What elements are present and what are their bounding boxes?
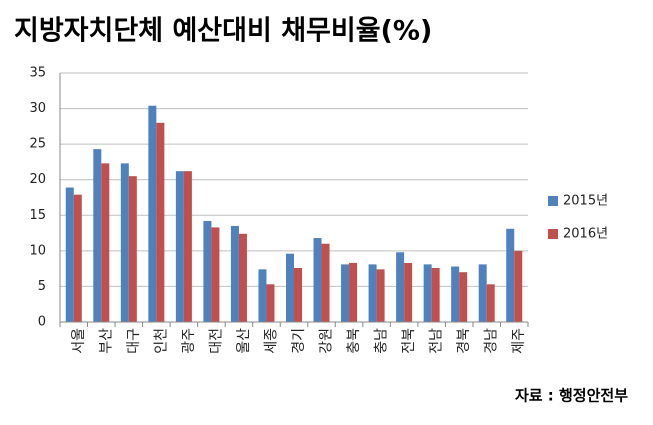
chart-title: 지방자치단체 예산대비 채무비율(%) — [14, 16, 432, 47]
x-tick-label: 대전 — [208, 328, 224, 354]
bar — [211, 227, 220, 322]
y-tick-label: 15 — [29, 208, 46, 223]
y-tick-label: 30 — [29, 101, 46, 116]
x-tick-label: 충북 — [346, 328, 362, 354]
bar — [65, 187, 74, 322]
y-tick-label: 5 — [38, 279, 46, 294]
x-tick-label: 전북 — [401, 328, 417, 354]
x-tick-label: 경기 — [291, 328, 307, 354]
legend-swatch — [548, 229, 558, 239]
bar — [128, 176, 137, 322]
x-tick-label: 경북 — [456, 328, 472, 354]
x-tick-label: 경남 — [484, 328, 500, 354]
bar — [101, 163, 110, 322]
y-tick-label: 35 — [29, 66, 46, 81]
bar — [313, 238, 322, 322]
bar — [368, 264, 377, 322]
bar — [230, 225, 239, 322]
x-tick-label: 세종 — [263, 328, 279, 354]
bar — [203, 220, 212, 322]
bar — [148, 105, 157, 323]
bar — [486, 284, 495, 322]
bar — [396, 252, 405, 322]
bar — [286, 253, 294, 322]
x-tick-label: 광주 — [181, 328, 197, 354]
bar — [376, 269, 385, 322]
x-tick-label: 대구 — [126, 328, 142, 354]
bar — [459, 272, 468, 322]
y-tick-label: 20 — [29, 172, 46, 187]
x-tick-label: 서울 — [71, 328, 87, 354]
bar — [349, 262, 358, 322]
x-tick-label: 전남 — [429, 328, 445, 354]
bar — [506, 228, 515, 322]
bar — [183, 171, 192, 322]
legend-label: 2016년 — [563, 227, 608, 242]
bar — [321, 243, 330, 322]
bar — [451, 266, 460, 322]
x-tick-label: 충남 — [374, 328, 390, 354]
y-tick-label: 25 — [29, 137, 46, 152]
y-tick-label: 10 — [29, 243, 46, 258]
legend-swatch — [548, 196, 558, 206]
y-tick-label: 0 — [38, 315, 46, 330]
bar — [120, 163, 129, 322]
x-tick-label: 강원 — [319, 328, 335, 354]
bar — [175, 171, 184, 322]
x-tick-label: 인천 — [153, 328, 169, 354]
bar — [238, 233, 247, 322]
bar — [341, 264, 350, 322]
bar — [73, 194, 82, 322]
bar — [266, 284, 275, 322]
bar — [423, 264, 432, 322]
x-tick-label: 울산 — [236, 328, 252, 354]
bar — [294, 267, 302, 322]
bar — [404, 262, 413, 322]
source: 자료 : 행정안전부 — [515, 387, 628, 405]
bar — [478, 264, 487, 322]
bar — [258, 269, 267, 322]
legend-label: 2015년 — [563, 194, 608, 209]
bar — [93, 149, 102, 322]
bar — [156, 122, 165, 322]
bar — [514, 250, 523, 322]
x-tick-label: 부산 — [98, 328, 114, 354]
x-tick-label: 제주 — [511, 328, 527, 354]
bar — [431, 267, 440, 322]
